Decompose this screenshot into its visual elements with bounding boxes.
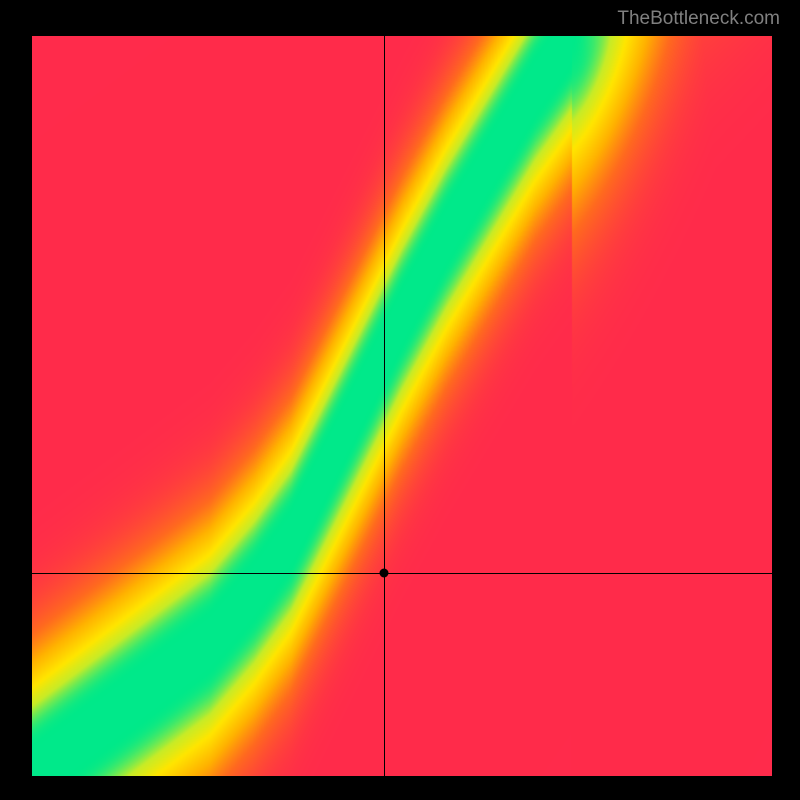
- watermark-text: TheBottleneck.com: [617, 8, 780, 30]
- crosshair-vertical: [384, 36, 385, 776]
- crosshair-marker: [379, 568, 388, 577]
- heatmap-canvas: [32, 36, 772, 776]
- heatmap-plot: [32, 36, 772, 776]
- crosshair-horizontal: [32, 573, 772, 574]
